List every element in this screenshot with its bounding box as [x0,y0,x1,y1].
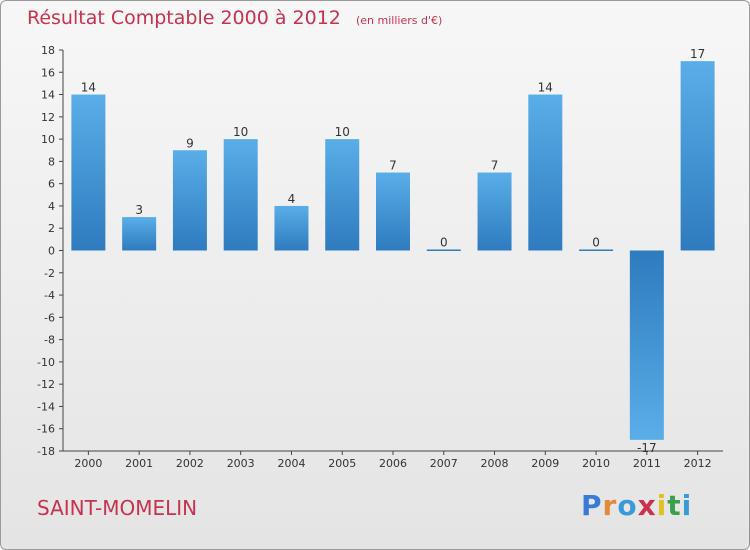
x-tick-label: 2010 [582,457,610,470]
x-tick-label: 2000 [74,457,102,470]
data-label: 10 [233,125,248,139]
y-tick-label: 8 [48,155,55,168]
logo-letter: t [667,489,682,522]
bar [274,205,309,251]
bar [172,150,207,251]
data-label: 0 [440,236,448,250]
chart-title-main: Résultat Comptable 2000 à 2012 [27,7,341,29]
data-label: 14 [81,81,96,95]
bar [528,94,563,251]
data-label: 7 [389,159,397,173]
x-tick-label: 2006 [379,457,407,470]
chart-bars [71,61,715,440]
x-tick-label: 2002 [176,457,204,470]
proxiti-logo: Proxiti [581,489,692,522]
y-tick-label: 18 [41,44,55,57]
logo-letter: P [581,489,603,522]
y-tick-label: 16 [41,66,55,79]
chart-data-labels: 14 3 9 10 4 10 7 0 7 14 0 -17 17 [81,47,706,455]
bar [426,249,461,251]
y-tick-label: -12 [37,378,55,391]
y-tick-label: 4 [48,200,55,213]
y-tick-label: -18 [37,445,55,458]
data-label: -17 [637,441,657,455]
chart-axes: 18 16 14 12 10 8 6 4 2 0 -2 -4 -6 -8 -10 -12 -14 -16 -18 20… [37,44,723,470]
x-tick-label: 2003 [227,457,255,470]
x-tick-label: 2011 [633,457,661,470]
logo-letter: o [617,489,638,522]
y-tick-label: 10 [41,133,55,146]
data-label: 9 [186,136,194,150]
logo-letter: r [602,489,618,522]
bar [579,249,614,251]
data-label: 3 [135,203,143,217]
commune-name: SAINT-MOMELIN [37,496,198,520]
y-tick-label: -8 [44,334,55,347]
y-tick-label: -16 [37,423,55,436]
y-tick-label: -6 [44,311,55,324]
bar [376,172,410,251]
bar [477,172,512,251]
bar [629,250,664,440]
x-tick-label: 2012 [684,457,712,470]
y-tick-label: -4 [44,289,55,302]
y-tick-label: 12 [41,111,55,124]
data-label: 10 [335,125,350,139]
y-tick-label: 0 [48,245,55,258]
y-tick-label: -14 [37,400,55,413]
y-tick-label: 2 [48,222,55,235]
bar [223,139,258,251]
logo-letter: i [681,489,693,522]
bar [325,139,360,251]
x-tick-label: 2009 [531,457,559,470]
chart-title: Résultat Comptable 2000 à 2012 (en milli… [27,7,442,29]
data-label: 14 [538,81,553,95]
x-tick-label: 2004 [277,457,305,470]
x-tick-label: 2001 [125,457,153,470]
chart-title-unit: (en milliers d'€) [355,14,443,27]
bar [122,217,157,251]
data-label: 4 [288,192,296,206]
bar [71,94,106,251]
logo-letter: x [637,489,657,522]
x-tick-label: 2008 [481,457,509,470]
data-label: 0 [592,236,600,250]
y-tick-label: -10 [37,356,55,369]
x-tick-label: 2007 [430,457,458,470]
y-tick-label: -2 [44,267,55,280]
y-tick-label: 6 [48,178,55,191]
y-tick-label: 14 [41,89,55,102]
data-label: 7 [491,159,499,173]
logo-letter: i [656,489,668,522]
bar [680,61,715,251]
data-label: 17 [690,47,705,61]
x-tick-label: 2005 [328,457,356,470]
